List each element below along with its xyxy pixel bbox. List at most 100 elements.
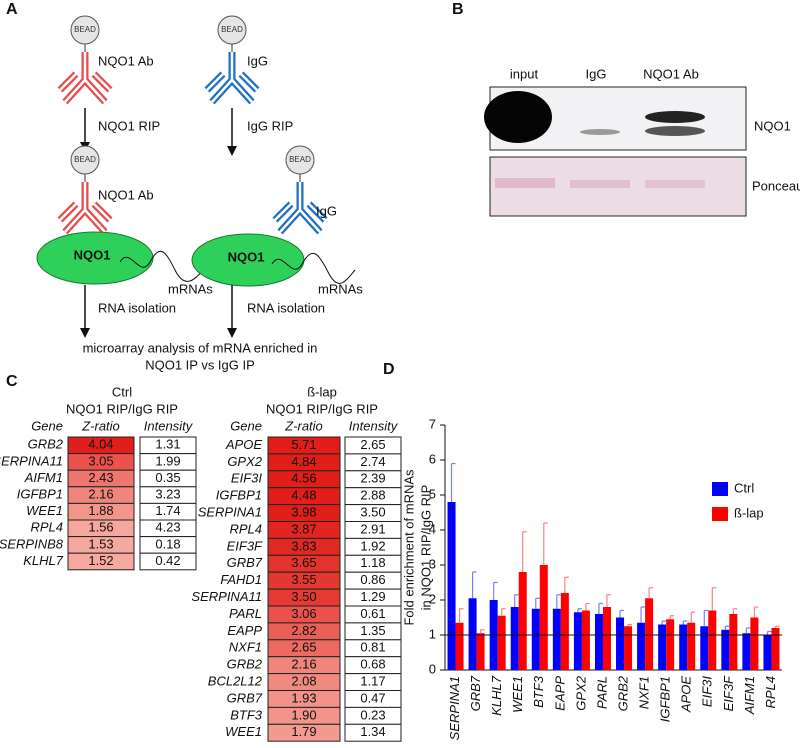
z-ratio: 1.52 xyxy=(88,553,113,568)
error-bar xyxy=(690,611,696,623)
y-tick-label: 3 xyxy=(429,556,436,571)
error-bar xyxy=(471,571,477,599)
bar xyxy=(658,624,667,670)
bar xyxy=(594,614,603,670)
bar xyxy=(750,617,759,670)
intensity: 4.23 xyxy=(155,520,180,535)
legend-swatch xyxy=(712,482,728,496)
error-bar xyxy=(669,615,675,620)
gene-name: GRB7 xyxy=(227,690,263,705)
gene-name: EIF3I xyxy=(231,471,262,486)
error-bar xyxy=(606,594,611,607)
band xyxy=(580,129,620,135)
x-tick-label: RPL4 xyxy=(763,676,778,709)
z-ratio: 4.84 xyxy=(291,454,316,469)
error-bar xyxy=(522,531,527,572)
table-title: Ctrl xyxy=(112,384,132,399)
y-tick-label: 1 xyxy=(429,626,436,641)
bead-label: BEAD xyxy=(74,155,96,164)
antibody-label: NQO1 Ab xyxy=(98,187,154,202)
band xyxy=(484,91,552,143)
error-bar xyxy=(724,625,730,630)
intensity: 1.17 xyxy=(360,673,385,688)
y-tick-label: 6 xyxy=(429,451,436,466)
bead xyxy=(70,15,100,45)
bar xyxy=(645,598,654,670)
error-bar xyxy=(711,587,717,611)
gene-name: SERPINA11 xyxy=(191,589,262,604)
bead xyxy=(70,145,100,175)
z-ratio: 4.04 xyxy=(88,437,113,452)
panel-label: A xyxy=(6,1,18,18)
error-bar xyxy=(501,608,506,616)
gene-name: SERPINA11 xyxy=(0,453,63,468)
blot-label: NQO1 xyxy=(754,118,791,133)
z-ratio: 2.16 xyxy=(88,487,113,502)
z-ratio: 3.87 xyxy=(291,521,316,536)
intensity: 2.88 xyxy=(360,488,385,503)
z-ratio: 4.48 xyxy=(291,488,316,503)
bar xyxy=(531,608,540,670)
x-tick-label: PARL xyxy=(594,676,609,709)
y-axis-label: in NQO1 RIP/IgG RIP xyxy=(418,485,433,611)
z-ratio: 1.93 xyxy=(291,690,316,705)
intensity: 3.50 xyxy=(360,504,385,519)
x-tick-label: BTF3 xyxy=(531,675,546,708)
bar xyxy=(573,612,582,670)
table-title: ß-lap xyxy=(307,384,337,399)
intensity: 0.68 xyxy=(360,657,385,672)
z-ratio: 2.82 xyxy=(291,623,316,638)
x-tick-label: GPX2 xyxy=(573,675,588,710)
intensity: 0.47 xyxy=(360,690,385,705)
bar xyxy=(616,617,625,670)
y-tick-label: 2 xyxy=(429,591,436,606)
intensity: 0.35 xyxy=(155,470,180,485)
intensity: 0.42 xyxy=(155,553,180,568)
gene-name: EIF3F xyxy=(227,538,263,553)
panel-label: C xyxy=(6,373,18,390)
mrna-label: mRNAs xyxy=(318,281,363,296)
bead-label: BEAD xyxy=(221,25,243,34)
error-bar xyxy=(766,630,772,635)
y-tick-label: 5 xyxy=(429,486,436,501)
gene-name: RPL4 xyxy=(229,521,262,536)
z-ratio: 3.50 xyxy=(291,589,316,604)
y-tick-label: 0 xyxy=(429,661,436,676)
band xyxy=(645,126,705,136)
table-subtitle: NQO1 RIP/IgG RIP xyxy=(66,401,178,416)
protein-label: NQO1 xyxy=(74,247,111,262)
x-tick-label: EIF3F xyxy=(721,675,736,711)
x-tick-label: GRB2 xyxy=(615,675,630,711)
gene-name: KLHL7 xyxy=(23,553,64,568)
error-bar xyxy=(543,522,548,565)
panel-label: D xyxy=(383,361,395,378)
intensity: 3.23 xyxy=(155,487,180,502)
gene-name: GRB7 xyxy=(227,555,263,570)
error-bar xyxy=(479,629,485,634)
gene-name: AIFM1 xyxy=(24,470,63,485)
z-ratio: 1.88 xyxy=(88,503,113,518)
x-tick-label: WEE1 xyxy=(510,676,525,713)
bar xyxy=(552,608,561,670)
bar xyxy=(679,624,688,670)
x-tick-label: SERPINA1 xyxy=(447,676,462,740)
y-tick-label: 4 xyxy=(429,521,436,536)
error-bar xyxy=(514,594,519,607)
y-tick-label: 7 xyxy=(429,416,436,431)
antibody-label: NQO1 Ab xyxy=(98,53,154,68)
x-tick-label: IGFBP1 xyxy=(658,676,673,722)
error-bar xyxy=(661,620,667,625)
bead xyxy=(285,145,315,175)
z-ratio: 1.53 xyxy=(88,536,113,551)
bar xyxy=(637,622,646,670)
x-tick-label: EIF3I xyxy=(700,676,715,707)
z-ratio: 5.71 xyxy=(291,437,316,452)
error-bar xyxy=(648,587,654,599)
intensity: 1.99 xyxy=(155,453,180,468)
error-bar xyxy=(774,625,780,628)
gene-name: WEE1 xyxy=(26,503,63,518)
bar xyxy=(510,607,519,670)
z-ratio: 1.90 xyxy=(291,707,316,722)
gene-name: IGFBP1 xyxy=(17,487,63,502)
z-ratio: 3.83 xyxy=(291,538,316,553)
